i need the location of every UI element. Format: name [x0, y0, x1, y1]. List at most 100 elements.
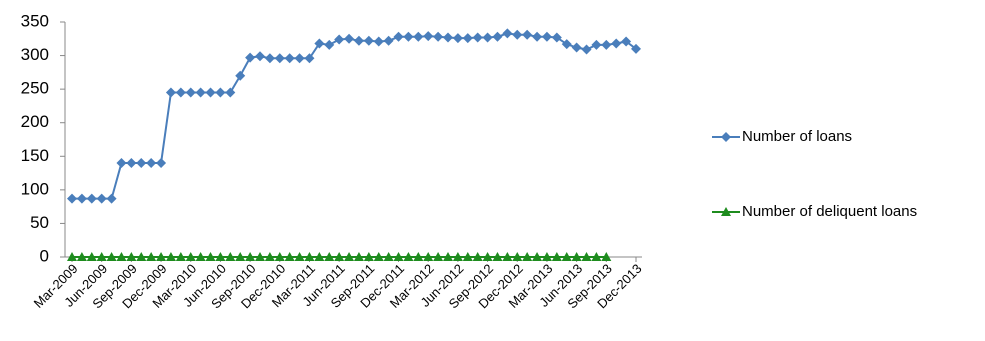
data-point: [383, 35, 394, 46]
data-point: [136, 158, 147, 168]
data-point: [532, 252, 543, 261]
data-point: [393, 252, 404, 261]
data-point: [96, 252, 107, 261]
data-point: [235, 252, 246, 261]
y-tick-label: 50: [30, 213, 49, 232]
data-point: [551, 252, 562, 261]
data-point: [601, 39, 612, 50]
legend-label: Number of deliquent loans: [742, 203, 917, 220]
data-point: [561, 252, 572, 261]
data-point: [274, 53, 285, 64]
data-point: [403, 31, 414, 42]
data-point: [492, 31, 503, 42]
data-point: [284, 53, 295, 64]
data-point: [195, 87, 206, 98]
data-point: [452, 252, 463, 261]
data-point: [353, 35, 364, 46]
data-point: [185, 87, 196, 98]
data-point: [225, 87, 236, 98]
data-point: [452, 33, 463, 44]
data-point: [106, 193, 117, 204]
data-point: [512, 252, 523, 261]
legend-label: Number of loans: [742, 128, 852, 145]
data-point: [235, 70, 246, 81]
data-point: [413, 31, 424, 42]
data-point: [96, 193, 107, 204]
data-point: [551, 32, 562, 43]
data-point: [373, 252, 384, 261]
data-point: [294, 53, 305, 64]
data-point: [433, 252, 444, 261]
data-point: [482, 252, 493, 261]
data-point: [314, 252, 325, 261]
data-point: [324, 39, 335, 50]
data-point: [175, 87, 186, 98]
data-point: [363, 252, 374, 261]
data-point: [403, 252, 414, 261]
data-point: [443, 252, 453, 261]
data-point: [541, 252, 552, 261]
data-point: [591, 252, 602, 261]
data-point: [571, 252, 582, 261]
data-point: [433, 31, 444, 42]
data-point: [274, 252, 285, 261]
data-point: [532, 31, 543, 42]
data-point: [393, 31, 404, 42]
data-point: [344, 252, 355, 261]
data-point: [631, 43, 641, 54]
data-point: [324, 252, 335, 261]
data-point: [601, 252, 612, 261]
data-point: [294, 252, 305, 261]
data-point: [462, 33, 473, 44]
data-point: [245, 252, 256, 261]
y-tick-label: 150: [21, 146, 49, 165]
legend-marker: [721, 207, 731, 216]
y-tick-label: 250: [21, 79, 49, 98]
data-point: [502, 252, 513, 261]
data-point: [472, 252, 483, 261]
data-point: [353, 252, 364, 261]
data-point: [175, 252, 186, 261]
series-line: [72, 32, 637, 200]
data-point: [126, 158, 137, 168]
data-point: [334, 252, 345, 261]
data-point: [146, 158, 157, 168]
data-point: [621, 36, 632, 47]
data-point: [284, 252, 295, 261]
data-point: [156, 158, 167, 168]
data-point: [373, 36, 384, 47]
data-point: [443, 32, 453, 43]
data-point: [344, 33, 355, 44]
data-point: [76, 252, 87, 261]
data-point: [126, 252, 137, 261]
data-point: [116, 158, 127, 168]
data-point: [522, 252, 533, 261]
data-point: [462, 252, 473, 261]
data-point: [156, 252, 167, 261]
data-point: [215, 87, 226, 98]
data-point: [76, 193, 87, 204]
data-point: [522, 29, 533, 40]
data-point: [314, 38, 325, 49]
data-point: [611, 38, 622, 49]
data-point: [423, 252, 434, 261]
data-point: [146, 252, 157, 261]
data-point: [512, 29, 523, 40]
data-point: [304, 252, 315, 261]
data-point: [334, 34, 345, 45]
data-point: [581, 252, 592, 261]
data-point: [255, 51, 265, 62]
y-tick-label: 300: [21, 45, 49, 64]
data-point: [413, 252, 424, 261]
data-point: [165, 252, 176, 261]
data-point: [264, 53, 275, 64]
data-point: [383, 252, 394, 261]
data-point: [482, 32, 493, 43]
y-tick-label: 100: [21, 179, 49, 198]
data-point: [541, 31, 552, 42]
data-point: [215, 252, 226, 261]
data-point: [561, 39, 572, 50]
data-point: [363, 35, 374, 46]
data-point: [225, 252, 236, 261]
